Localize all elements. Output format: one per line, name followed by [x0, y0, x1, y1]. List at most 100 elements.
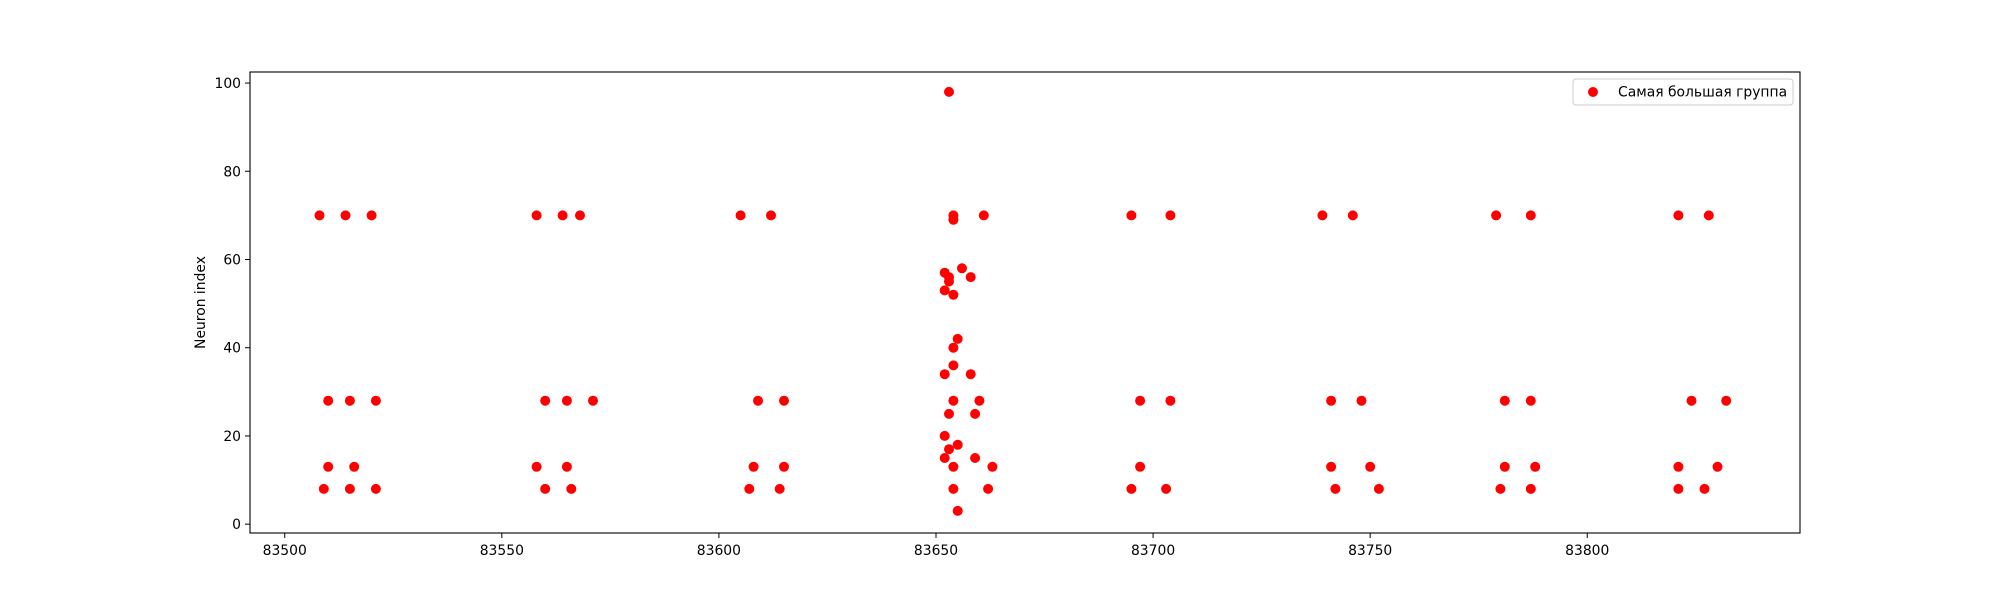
data-point: [948, 461, 959, 472]
data-point: [1347, 210, 1358, 221]
data-point: [1721, 395, 1732, 406]
data-point: [978, 210, 989, 221]
data-point: [531, 461, 542, 472]
x-tick-label: 83500: [263, 543, 307, 559]
data-point: [540, 395, 551, 406]
data-point: [1165, 210, 1176, 221]
x-tick-label: 83550: [480, 543, 524, 559]
x-tick-label: 83700: [1131, 543, 1175, 559]
data-point: [1495, 483, 1506, 494]
data-point: [1126, 483, 1137, 494]
data-point: [939, 369, 950, 380]
data-point: [588, 395, 598, 406]
data-point: [957, 263, 967, 274]
data-point: [774, 483, 785, 494]
data-point: [948, 214, 959, 225]
data-point: [323, 395, 334, 406]
data-point: [1326, 395, 1337, 406]
data-point: [1673, 210, 1684, 221]
data-point: [1686, 395, 1697, 406]
data-point: [939, 285, 950, 296]
data-point: [987, 461, 998, 472]
data-point: [561, 395, 572, 406]
y-tick-label: 20: [223, 429, 241, 445]
y-axis-ticks: 0 20 40 60 80 100: [214, 76, 250, 533]
data-point: [948, 360, 959, 371]
data-point: [948, 395, 959, 406]
x-tick-label: 83750: [1348, 543, 1392, 559]
data-point: [1699, 483, 1710, 494]
data-point: [531, 210, 542, 221]
data-point: [318, 483, 329, 494]
y-tick-label: 60: [223, 252, 241, 268]
y-tick-label: 100: [214, 76, 241, 92]
data-point: [970, 408, 981, 419]
data-point: [939, 453, 950, 463]
data-point: [1161, 483, 1172, 494]
data-points: [314, 86, 1732, 516]
data-point: [1712, 461, 1723, 472]
data-point: [1525, 210, 1536, 221]
y-tick-label: 40: [223, 341, 241, 357]
legend-marker: [1588, 87, 1598, 97]
data-point: [370, 395, 381, 406]
plot-area: [250, 72, 1800, 533]
data-point: [1126, 210, 1137, 221]
data-point: [944, 408, 954, 419]
data-point: [965, 369, 976, 380]
data-point: [344, 395, 355, 406]
legend-label: Самая большая группа: [1618, 85, 1787, 101]
data-point: [744, 483, 755, 494]
data-point: [1673, 483, 1684, 494]
data-point: [1330, 483, 1341, 494]
data-point: [344, 483, 355, 494]
data-point: [366, 210, 377, 221]
plot-frame: [249, 71, 1801, 534]
data-point: [561, 461, 572, 472]
data-point: [948, 342, 959, 353]
data-point: [974, 395, 985, 406]
x-tick-label: 83800: [1565, 543, 1609, 559]
y-axis-label: Neuron index: [193, 256, 209, 349]
data-point: [557, 210, 568, 221]
legend-box: [1572, 78, 1794, 106]
data-point: [370, 483, 381, 494]
data-point: [349, 461, 360, 472]
x-tick-label: 83650: [914, 543, 958, 559]
data-point: [1135, 395, 1146, 406]
data-point: [1135, 461, 1146, 472]
data-point: [952, 439, 963, 450]
data-point: [965, 272, 976, 283]
data-point: [939, 430, 950, 441]
data-point: [1491, 210, 1502, 221]
data-point: [753, 395, 763, 406]
y-tick-label: 0: [232, 517, 241, 533]
data-point: [748, 461, 759, 472]
data-point: [575, 210, 585, 221]
data-point: [1525, 395, 1536, 406]
data-point: [1703, 210, 1714, 221]
data-point: [735, 210, 746, 221]
y-tick-label: 80: [223, 164, 241, 180]
data-point: [779, 461, 789, 472]
data-point: [1317, 210, 1328, 221]
data-point: [952, 505, 963, 516]
data-point: [766, 210, 776, 221]
data-point: [1499, 395, 1510, 406]
x-tick-label: 83600: [697, 543, 741, 559]
data-point: [1673, 461, 1684, 472]
legend: Самая большая группа: [1572, 78, 1794, 106]
data-point: [779, 395, 789, 406]
data-point: [323, 461, 334, 472]
data-point: [1356, 395, 1367, 406]
data-point: [340, 210, 351, 221]
data-point: [944, 276, 954, 287]
data-point: [952, 333, 963, 344]
data-point: [314, 210, 325, 221]
data-point: [970, 453, 981, 463]
data-point: [540, 483, 551, 494]
data-point: [983, 483, 994, 494]
data-point: [1530, 461, 1541, 472]
data-point: [1365, 461, 1376, 472]
